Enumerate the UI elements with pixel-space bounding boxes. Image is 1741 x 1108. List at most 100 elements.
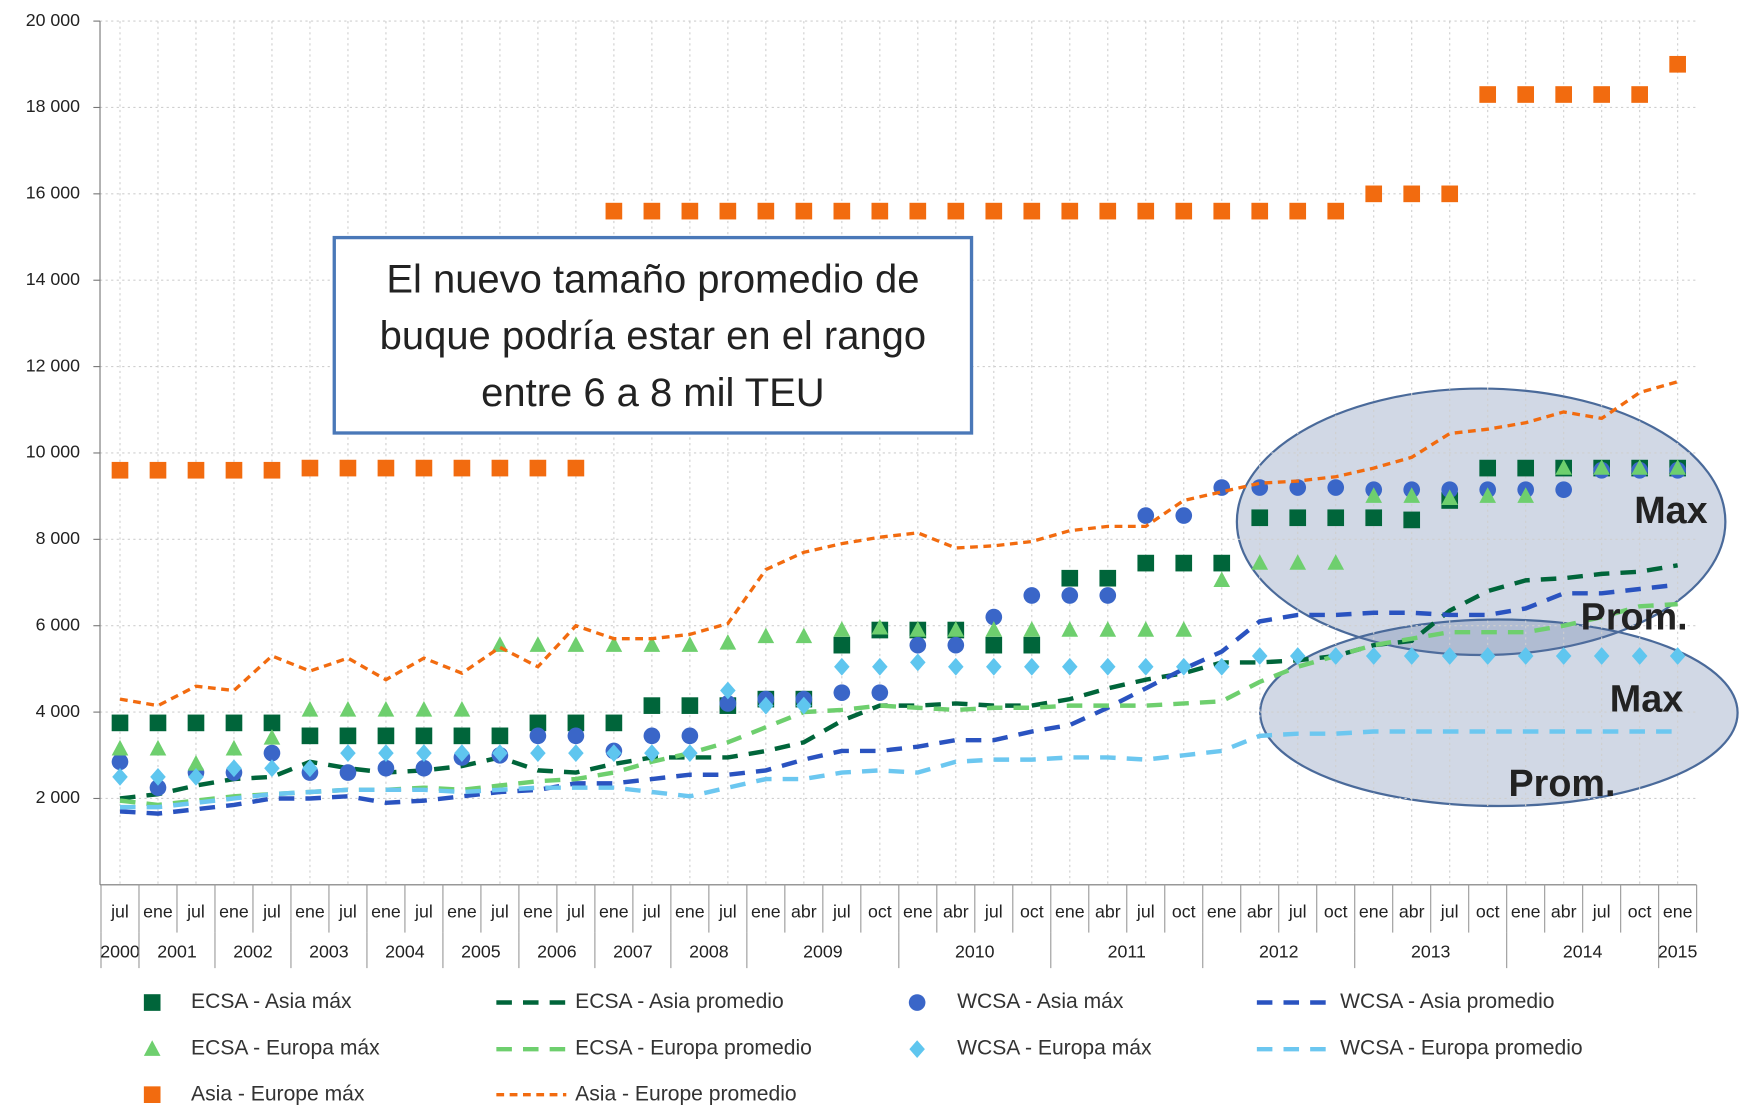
circle-marker xyxy=(1061,587,1079,604)
circle-marker xyxy=(1327,479,1345,496)
triangle-marker xyxy=(909,621,927,637)
triangle-marker xyxy=(985,621,1003,637)
circle-marker xyxy=(263,744,281,762)
square-marker xyxy=(1669,55,1686,73)
x-tick-label: jul xyxy=(186,901,205,921)
square-marker xyxy=(529,459,547,477)
square-marker xyxy=(149,714,167,732)
legend-label: ECSA - Asia máx xyxy=(191,990,352,1013)
diamond-marker xyxy=(378,744,394,763)
square-marker xyxy=(491,459,509,477)
legend-label: WCSA - Asia promedio xyxy=(1340,990,1554,1013)
square-marker xyxy=(833,636,851,654)
diamond-marker xyxy=(492,744,508,763)
x-group-label: 2003 xyxy=(309,941,349,961)
diamond-marker xyxy=(1479,647,1496,665)
legend-item: WCSA - Europa máx xyxy=(909,1037,1152,1060)
square-marker xyxy=(1327,202,1345,220)
circle-marker xyxy=(643,727,661,745)
square-marker xyxy=(1365,509,1383,527)
legend-item: ECSA - Europa promedio xyxy=(496,1037,812,1060)
x-tick-label: jul xyxy=(718,901,737,921)
x-group-label: 2005 xyxy=(461,941,501,961)
x-tick-label: abr xyxy=(791,901,817,921)
x-tick-label: jul xyxy=(490,901,509,921)
x-tick-label: abr xyxy=(1399,901,1425,921)
circle-marker xyxy=(149,779,167,797)
square-marker xyxy=(1137,554,1155,572)
circle-marker xyxy=(111,753,129,771)
square-marker xyxy=(1327,509,1345,527)
square-marker xyxy=(1251,509,1269,527)
legend-swatch xyxy=(908,994,926,1011)
x-group-label: 2000 xyxy=(100,941,140,961)
x-tick-label: jul xyxy=(1440,901,1459,921)
square-marker xyxy=(719,202,737,220)
triangle-marker xyxy=(605,636,623,652)
square-marker xyxy=(225,714,243,732)
square-marker xyxy=(377,727,395,745)
circle-marker xyxy=(1137,507,1155,524)
square-marker xyxy=(529,714,547,732)
square-marker xyxy=(111,461,129,479)
diamond-marker xyxy=(264,759,280,778)
triangle-marker xyxy=(1365,487,1383,503)
series-line xyxy=(119,380,1679,708)
triangle-marker xyxy=(795,627,813,644)
square-marker xyxy=(605,202,623,220)
x-group-label: 2001 xyxy=(157,941,197,961)
circle-marker xyxy=(1023,587,1041,604)
series-line xyxy=(119,582,1678,816)
square-marker xyxy=(681,697,699,714)
legend-swatch xyxy=(143,1086,161,1104)
x-tick-label: jul xyxy=(1136,901,1155,921)
square-marker xyxy=(1403,185,1421,203)
legend-label: WCSA - Asia máx xyxy=(957,990,1124,1013)
triangle-marker xyxy=(339,701,357,717)
triangle-marker xyxy=(947,621,965,637)
square-marker xyxy=(415,459,433,477)
square-marker xyxy=(377,459,395,477)
diamond-marker xyxy=(454,744,470,763)
x-tick-label: ene xyxy=(675,901,705,921)
circle-marker xyxy=(947,636,965,654)
diamond-marker xyxy=(1024,657,1040,676)
triangle-marker xyxy=(681,636,699,652)
triangle-marker xyxy=(719,634,737,650)
x-tick-label: abr xyxy=(1247,901,1273,921)
x-tick-label: jul xyxy=(1592,901,1611,921)
x-group-label: 2002 xyxy=(233,941,273,961)
x-group-label: 2009 xyxy=(803,941,843,961)
legend-swatch xyxy=(909,1040,925,1059)
x-tick-label: oct xyxy=(1476,901,1500,921)
circle-marker xyxy=(567,727,585,745)
diamond-marker xyxy=(986,657,1002,676)
legend-item: Asia - Europe promedio xyxy=(496,1082,797,1105)
triangle-marker xyxy=(1631,459,1648,475)
square-marker xyxy=(263,714,281,732)
diamond-marker xyxy=(568,744,584,763)
square-marker xyxy=(453,459,471,477)
x-tick-label: jul xyxy=(110,901,129,921)
legend-item: WCSA - Europa promedio xyxy=(1256,1037,1583,1060)
diamond-marker xyxy=(1517,647,1534,665)
triangle-marker xyxy=(377,701,395,717)
square-marker xyxy=(491,727,509,745)
square-marker xyxy=(149,461,167,479)
legend-item: Asia - Europe máx xyxy=(143,1082,365,1105)
diamond-marker xyxy=(948,657,964,676)
circle-marker xyxy=(1175,507,1193,524)
x-group-label: 2007 xyxy=(613,941,653,961)
y-tick-label: 18 000 xyxy=(26,96,80,116)
square-marker xyxy=(1213,554,1231,572)
triangle-marker xyxy=(1289,554,1307,570)
callout-text: buque podría estar en el rango xyxy=(380,314,926,358)
y-tick-label: 16 000 xyxy=(26,183,80,203)
x-group-label: 2004 xyxy=(385,941,425,961)
square-marker xyxy=(1555,86,1573,103)
x-tick-label: oct xyxy=(1172,901,1196,921)
square-marker xyxy=(1061,202,1079,220)
triangle-marker xyxy=(643,636,661,652)
square-marker xyxy=(681,202,699,220)
